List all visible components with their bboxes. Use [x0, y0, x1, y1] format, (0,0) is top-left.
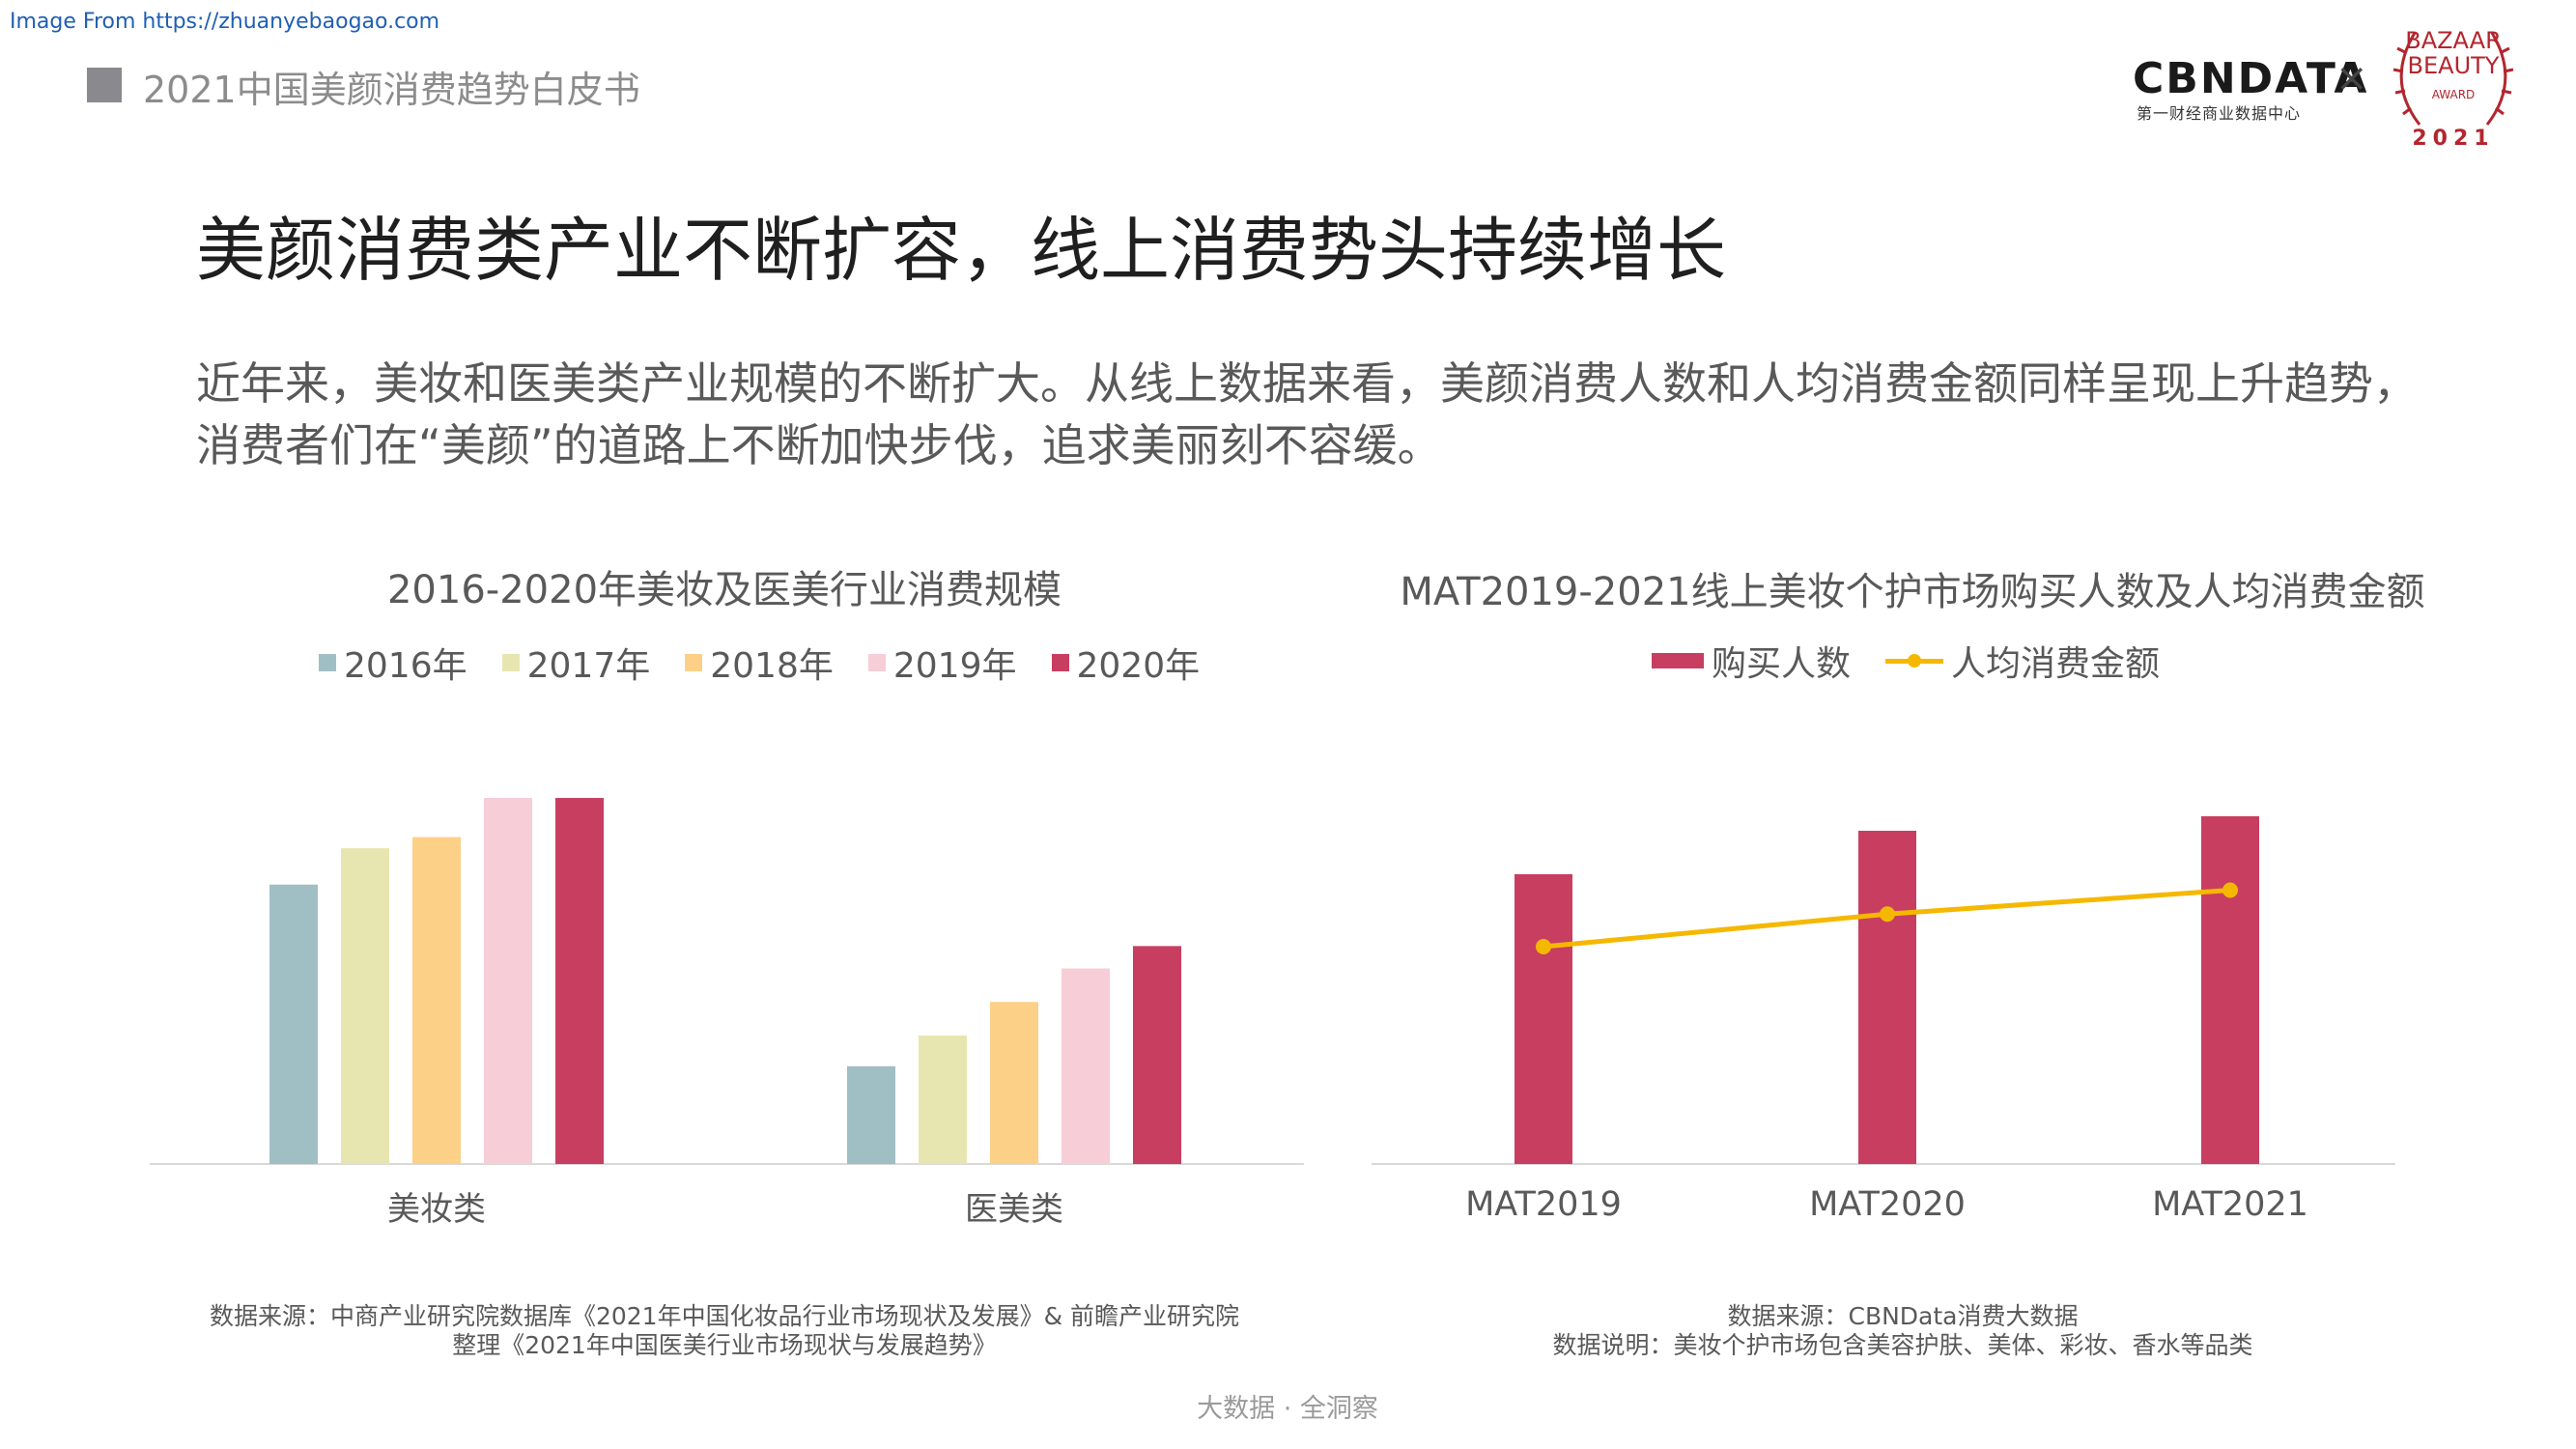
x-tick-label-2: MAT2021 [2152, 1185, 2308, 1224]
left-note-line-2: 整理《2021年中国医美行业市场现状与发展趋势》 [452, 1331, 997, 1359]
legend-swatch-4 [1051, 654, 1069, 671]
bar-0-4 [555, 798, 604, 1164]
right-combo-chart: MAT2019 MAT2020 MAT2021 [1372, 816, 2395, 1224]
legend-item-4: 2020年 [1051, 638, 1201, 688]
legend-item-3: 2019年 [867, 638, 1017, 688]
bar-1-1 [919, 1035, 967, 1164]
cbndata-logo: CBNDATA [2133, 54, 2369, 103]
x-tick-label-0: MAT2019 [1465, 1185, 1622, 1224]
x-tick-label-1: MAT2020 [1809, 1185, 1966, 1224]
bazaar-beauty-award-logo: BAZAAR BEAUTY AWARD 2021 [2392, 27, 2514, 151]
source-url[interactable]: Image From https://zhuanyebaogao.com [10, 10, 440, 34]
intro-paragraph: 近年来，美妆和医美类产业规模的不断扩大。从线上数据来看，美颜消费人数和人均消费金… [196, 353, 2418, 476]
legend-item-avg-spend: 人均消费金额 [1885, 636, 2160, 686]
avg-spend-point-1 [1880, 906, 1895, 923]
report-title: 2021中国美颜消费趋势白皮书 [143, 69, 640, 111]
legend-label-4: 2020年 [1076, 646, 1201, 686]
bar-1-2 [990, 1002, 1038, 1164]
slide-headline: 美颜消费类产业不断扩容，线上消费势头持续增长 [196, 210, 1727, 291]
left-chart-legend: 2016年 2017年 2018年 2019年 2020年 [319, 638, 1234, 688]
legend-label-1: 2017年 [526, 646, 651, 686]
legend-item-1: 2017年 [501, 638, 651, 688]
buyers-bar-0 [1514, 874, 1572, 1164]
bar-1-3 [1062, 968, 1110, 1164]
logo-separator: × [2335, 56, 2368, 100]
buyers-bar-2 [2201, 816, 2259, 1164]
legend-label-3: 2019年 [892, 646, 1017, 686]
x-tick-label-1: 医美类 [965, 1190, 1063, 1229]
legend-label-avg-spend: 人均消费金额 [1951, 644, 2161, 684]
left-chart-title: 2016-2020年美妆及医美行业消费规模 [386, 568, 1062, 612]
legend-label-buyers: 购买人数 [1712, 644, 1852, 684]
legend-swatch-3 [867, 654, 886, 671]
header-marker [87, 68, 122, 102]
right-chart-legend: 购买人数 人均消费金额 [1652, 636, 2194, 686]
right-note-line-1: 数据来源：CBNData消费大数据 [1727, 1302, 2079, 1330]
legend-label-0: 2016年 [344, 646, 467, 686]
left-bar-chart: 美妆类 医美类 [150, 798, 1304, 1229]
buyers-bar-1 [1858, 831, 1916, 1164]
legend-swatch-2 [685, 654, 703, 671]
bar-1-4 [1133, 946, 1181, 1164]
bar-0-3 [484, 798, 532, 1164]
legend-swatch-line [1885, 649, 1944, 672]
legend-swatch-1 [501, 654, 520, 671]
intro-line-1: 近年来，美妆和医美类产业规模的不断扩大。从线上数据来看，美颜消费人数和人均消费金… [196, 357, 2418, 410]
avg-spend-point-2 [2222, 882, 2238, 898]
x-tick-label-0: 美妆类 [387, 1190, 486, 1229]
bar-1-0 [847, 1065, 895, 1164]
legend-item-2: 2018年 [685, 638, 834, 688]
legend-label-2: 2018年 [710, 646, 834, 686]
legend-item-0: 2016年 [319, 638, 467, 688]
bazaar-year: 2021 [2412, 127, 2494, 151]
right-note-line-2: 数据说明：美妆个护市场包含美容护肤、美体、彩妆、香水等品类 [1552, 1331, 2253, 1359]
avg-spend-point-0 [1536, 939, 1551, 954]
legend-item-buyers: 购买人数 [1652, 636, 1851, 686]
bar-0-1 [341, 848, 389, 1164]
left-note-line-1: 数据来源：中商产业研究院数据库《2021年中国化妆品行业市场现状及发展》& 前瞻… [209, 1302, 1240, 1330]
bazaar-award: AWARD [2432, 88, 2476, 101]
bar-0-0 [269, 884, 318, 1164]
legend-swatch-bar [1652, 653, 1704, 668]
bazaar-line2: BEAUTY [2408, 52, 2500, 79]
left-chart-source-note: 数据来源：中商产业研究院数据库《2021年中国化妆品行业市场现状及发展》& 前瞻… [145, 1302, 1304, 1360]
bar-0-2 [412, 837, 461, 1164]
footer-slogan: 大数据 · 全洞察 [1197, 1394, 1378, 1424]
legend-swatch-0 [319, 654, 336, 671]
right-chart-source-note: 数据来源：CBNData消费大数据 数据说明：美妆个护市场包含美容护肤、美体、彩… [1420, 1302, 2386, 1360]
bazaar-line1: BAZAAR [2405, 27, 2502, 54]
cbndata-logo-subtitle: 第一财经商业数据中心 [2137, 104, 2302, 123]
right-chart-title: MAT2019-2021线上美妆个护市场购买人数及人均消费金额 [1400, 570, 2425, 614]
intro-line-2: 消费者们在“美颜”的道路上不断加快步伐，追求美丽刻不容缓。 [196, 419, 1442, 471]
